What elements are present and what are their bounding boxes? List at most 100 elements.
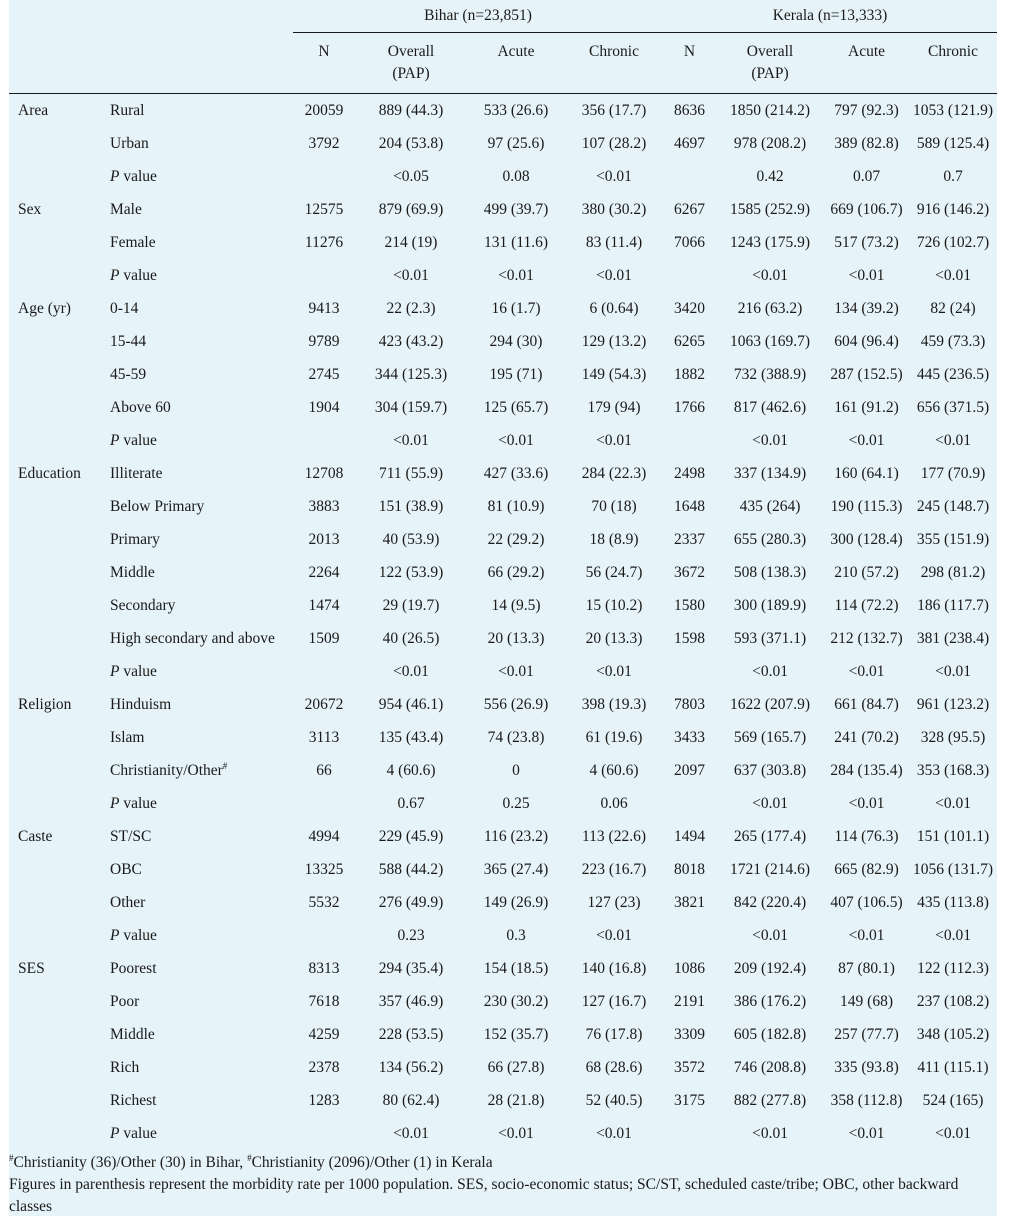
p-italic-label: P [110,1124,120,1142]
subcategory-label: ST/SC [110,827,152,845]
bihar-overall-cell: 80 (62.4) [382,1091,440,1109]
bihar-acute-cell: 81 (10.9) [487,497,545,515]
bihar-overall-cell: 588 (44.2) [378,860,444,878]
col-header-pap-label: (PAP) [751,65,789,82]
kerala-n-cell [663,919,716,952]
bihar-chronic-cell: 179 (94) [587,398,641,416]
category-cell [9,886,101,919]
kerala-overall-cell: 508 (138.3) [733,563,807,581]
kerala-chronic-cell: 237 (108.2) [916,992,990,1010]
bihar-n-cell: 3792 [308,134,340,152]
subcategory-label: Secondary [110,596,176,614]
kerala-n-cell: 3672 [674,563,706,581]
kerala-overall-cell: 978 (208.2) [733,134,807,152]
bihar-overall-cell: 151 (38.9) [378,497,444,515]
bihar-n-cell [293,655,355,688]
table-row: Female 11276 214 (19) 131 (11.6) 83 (11.4) 70… [9,226,997,259]
subcategory-cell: P value [101,259,293,292]
bihar-acute-cell: 149 (26.9) [483,893,549,911]
subcategory-cell: Secondary [101,589,293,622]
subcategory-label: Illiterate [110,464,163,482]
subcategory-label: 15-44 [110,332,147,350]
kerala-n-cell: 1598 [674,629,706,647]
footnote-abbreviations: Figures in parenthesis represent the mor… [9,1176,959,1216]
subcategory-cell: OBC [101,853,293,886]
bihar-chronic-cell: 129 (13.2) [581,332,647,350]
subcategory-cell: Poor [101,985,293,1018]
kerala-n-cell [663,1117,716,1150]
kerala-acute-cell: <0.01 [848,266,885,284]
kerala-overall-cell: 435 (264) [739,497,801,515]
kerala-overall-cell: 732 (388.9) [733,365,807,383]
kerala-overall-cell: 637 (303.8) [733,761,807,779]
p-value-row: P value <0.01 <0.01 <0.01 <0.01 <0.01 <0.01 [9,259,997,292]
kerala-acute-cell: 358 (112.8) [830,1091,903,1109]
bihar-overall-cell: 204 (53.8) [378,134,444,152]
kerala-chronic-cell: 916 (146.2) [916,200,990,218]
kerala-acute-cell: 160 (64.1) [834,464,899,482]
kerala-n-cell: 2498 [674,464,706,482]
kerala-acute-cell: 161 (91.2) [834,398,899,416]
bihar-n-cell: 7618 [308,992,340,1010]
table-row: Christianity/Other# 66 4 (60.6) 0 4 (60.6) 20… [9,754,997,787]
kerala-chronic-cell: 445 (236.5) [916,365,990,383]
subcategory-cell: High secondary and above [101,622,293,655]
morbidity-table: Bihar (n=23,851) Kerala (n=13,333) N Ove… [9,0,998,1151]
kerala-chronic-cell: 328 (95.5) [920,728,986,746]
kerala-acute-cell: 287 (152.5) [830,365,903,383]
subcategory-label: OBC [110,860,142,878]
category-cell [9,1117,101,1150]
kerala-n-cell: 7066 [674,233,706,251]
kerala-overall-cell: 1063 (169.7) [729,332,811,350]
p-value-label: value [119,266,157,284]
table-row: OBC 13325 588 (44.2) 365 (27.4) 223 (16.7) 80… [9,853,997,886]
bihar-acute-cell: <0.01 [498,431,534,449]
kerala-overall-cell: 817 (462.6) [733,398,807,416]
table-row: Primary 2013 40 (53.9) 22 (29.2) 18 (8.9) 233… [9,523,997,556]
bihar-n-cell: 5532 [308,893,340,911]
kerala-overall-cell: <0.01 [752,926,788,944]
kerala-acute-cell: 517 (73.2) [834,233,899,251]
kerala-overall-cell: 1243 (175.9) [729,233,811,251]
kerala-acute-cell: <0.01 [848,926,885,944]
bihar-n-cell: 4259 [308,1025,340,1043]
table-row: Other 5532 276 (49.9) 149 (26.9) 127 (23) 382… [9,886,997,919]
kerala-acute-cell: 604 (96.4) [834,332,899,350]
bihar-chronic-cell: 70 (18) [591,497,637,515]
footnote-marker: # [9,1153,14,1163]
kerala-overall-cell: 300 (189.9) [733,596,807,614]
kerala-n-cell: 2337 [674,530,706,548]
table-body: Area Rural 20059 889 (44.3) 533 (26.6) 356 (1… [9,93,998,1151]
kerala-n-cell: 2097 [674,761,706,779]
subcategory-label: Female [110,233,156,251]
bihar-chronic-cell: 127 (23) [587,893,641,911]
subcategory-cell: Middle [101,556,293,589]
category-cell [9,1018,101,1051]
category-cell [9,490,101,523]
kerala-overall-cell: 1622 (207.9) [729,695,811,713]
kerala-n-cell: 3433 [674,728,706,746]
subcategory-label: Above 60 [110,398,171,416]
category-cell [9,358,101,391]
kerala-acute-cell: 212 (132.7) [830,629,903,647]
kerala-n-cell: 7803 [674,695,706,713]
p-italic-label: P [110,167,120,185]
bihar-chronic-cell: 0.06 [600,794,628,812]
bihar-n-cell: 9789 [308,332,340,350]
subcategory-cell: Rural [101,94,293,128]
category-cell [9,226,101,259]
subcategory-label: Islam [110,728,145,746]
bihar-overall-cell: 4 (60.6) [386,761,436,779]
kerala-chronic-cell: 435 (113.8) [917,893,989,911]
kerala-chronic-cell: 726 (102.7) [916,233,990,251]
bihar-acute-cell: 16 (1.7) [491,299,541,317]
bihar-n-cell: 4994 [308,827,340,845]
bihar-overall-cell: 304 (159.7) [374,398,448,416]
subcategory-label: Middle [110,563,155,581]
subcategory-cell: P value [101,1117,293,1150]
bihar-n-cell: 20672 [304,695,344,713]
bihar-chronic-cell: 113 (22.6) [582,827,646,845]
bihar-n-cell: 66 [316,761,332,779]
category-cell [9,655,101,688]
bihar-overall-cell: 294 (35.4) [378,959,444,977]
